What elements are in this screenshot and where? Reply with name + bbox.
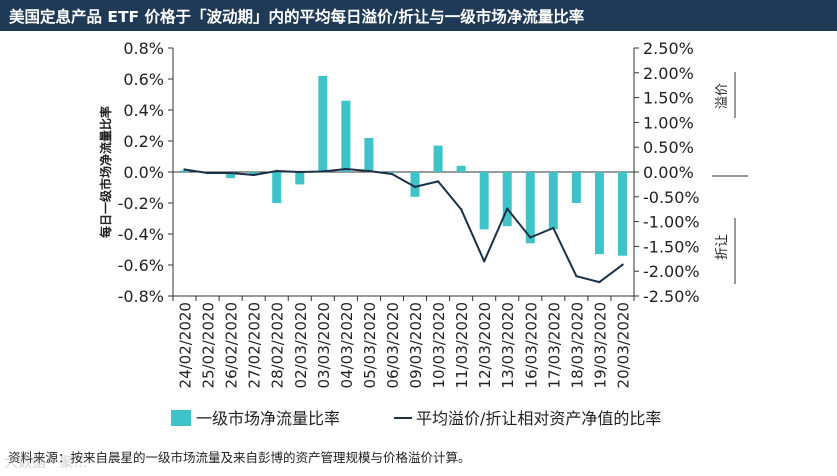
left-tick-label: 0.6%: [123, 70, 164, 89]
line-point: [436, 180, 440, 183]
left-tick-label: 0.8%: [123, 39, 164, 58]
left-tick-label: -0.8%: [118, 287, 164, 306]
left-tick-label: 0.2%: [123, 132, 164, 151]
line-point: [575, 274, 578, 278]
line-point: [552, 226, 555, 230]
bar: [387, 172, 397, 173]
category-label: 06/03/2020: [384, 302, 402, 388]
bar: [410, 172, 420, 197]
category-label: 25/02/2020: [200, 302, 218, 388]
right-tick-label: 1.00%: [643, 113, 694, 132]
discount-label: 折让: [715, 234, 730, 260]
category-label: 05/03/2020: [361, 302, 379, 388]
category-label: 20/03/2020: [614, 302, 632, 388]
bar: [617, 172, 627, 256]
line-point: [529, 236, 532, 239]
bar: [226, 172, 236, 179]
right-tick-label: 0.50%: [643, 138, 694, 157]
bar: [548, 172, 558, 230]
bar: [456, 165, 466, 172]
line-point: [275, 169, 278, 173]
bar: [318, 75, 328, 172]
legend-line-label: 平均溢价/折让相对资产净值的比率: [416, 409, 661, 428]
line-group: [183, 167, 624, 284]
bar: [364, 137, 374, 172]
category-label: 28/02/2020: [269, 302, 287, 388]
right-tick-label: 1.50%: [643, 89, 694, 108]
category-label: 18/03/2020: [568, 302, 586, 388]
left-tick-label: 0.0%: [123, 163, 164, 182]
category-label: 09/03/2020: [407, 302, 425, 388]
line-point: [344, 167, 348, 171]
right-tick-label: -0.50%: [643, 188, 700, 207]
left-tick-label: -0.2%: [118, 194, 164, 213]
bar: [341, 100, 351, 172]
left-tick-label: 0.4%: [123, 101, 164, 120]
line-point: [206, 171, 209, 175]
legend: 一级市场净流量比率 平均溢价/折让相对资产净值的比率: [171, 409, 661, 428]
bar: [180, 170, 190, 172]
legend-bar-label: 一级市场净流量比率: [196, 409, 340, 428]
category-label: 16/03/2020: [522, 302, 540, 388]
bar: [479, 172, 489, 230]
chart-title: 美国定息产品 ETF 价格于「波动期」内的平均每日溢价/折让与一级市场净流量比率: [0, 0, 837, 31]
category-label: 19/03/2020: [591, 302, 609, 388]
category-label: 11/03/2020: [453, 302, 471, 388]
watermark: 大数据 · 聚…: [4, 455, 88, 471]
premium-label: 溢价: [715, 83, 730, 109]
line-point: [367, 169, 371, 173]
bar: [525, 172, 535, 244]
line-point: [252, 173, 255, 177]
left-axis-title: 每日一级市场净流量比率: [98, 106, 113, 238]
line-point: [598, 280, 601, 284]
right-tick-label: -2.50%: [643, 287, 700, 306]
source-note: 资料来源：按来自晨星的一级市场流量及来自彭博的资产管理规模与价格溢价计算。: [8, 450, 471, 465]
category-label: 10/03/2020: [430, 302, 448, 388]
bar: [433, 145, 443, 172]
bars-group: [180, 75, 627, 256]
line-point: [183, 168, 186, 171]
line-point: [298, 170, 301, 174]
category-label: 03/03/2020: [315, 302, 333, 388]
right-tick-label: -1.50%: [643, 237, 700, 256]
line-point: [482, 260, 486, 263]
bar: [571, 172, 581, 203]
line-point: [229, 171, 232, 175]
category-label: 26/02/2020: [223, 302, 241, 388]
labels-group: 0.8% 0.6% 0.4% 0.2% 0.0% -0.2% -0.4% -0.6% -0.8%…: [98, 39, 730, 388]
left-tick-label: -0.6%: [118, 256, 164, 275]
left-tick-label: -0.4%: [118, 225, 164, 244]
right-tick-label: -2.00%: [643, 262, 700, 281]
category-label: 02/03/2020: [292, 302, 310, 388]
category-label: 24/02/2020: [177, 302, 195, 388]
bar: [295, 172, 305, 185]
category-label: 27/02/2020: [246, 302, 264, 388]
bar: [272, 172, 282, 203]
category-label: 13/03/2020: [499, 302, 517, 388]
series-line: [184, 168, 624, 284]
line-point: [413, 185, 417, 189]
legend-bar-swatch: [171, 410, 191, 426]
line-point: [390, 172, 394, 176]
right-tick-label: -1.00%: [643, 213, 700, 232]
line-point: [321, 170, 325, 173]
bar: [502, 172, 512, 227]
category-label: 04/03/2020: [338, 302, 356, 388]
bar: [594, 172, 604, 255]
category-label: 12/03/2020: [476, 302, 494, 388]
right-tick-label: 2.50%: [643, 39, 694, 58]
line-point: [621, 263, 624, 266]
right-tick-label: 0.00%: [643, 163, 694, 182]
bar: [249, 172, 259, 176]
line-point: [459, 208, 463, 211]
category-label: 17/03/2020: [545, 302, 563, 388]
line-point: [506, 207, 509, 210]
right-tick-label: 2.00%: [643, 64, 694, 83]
